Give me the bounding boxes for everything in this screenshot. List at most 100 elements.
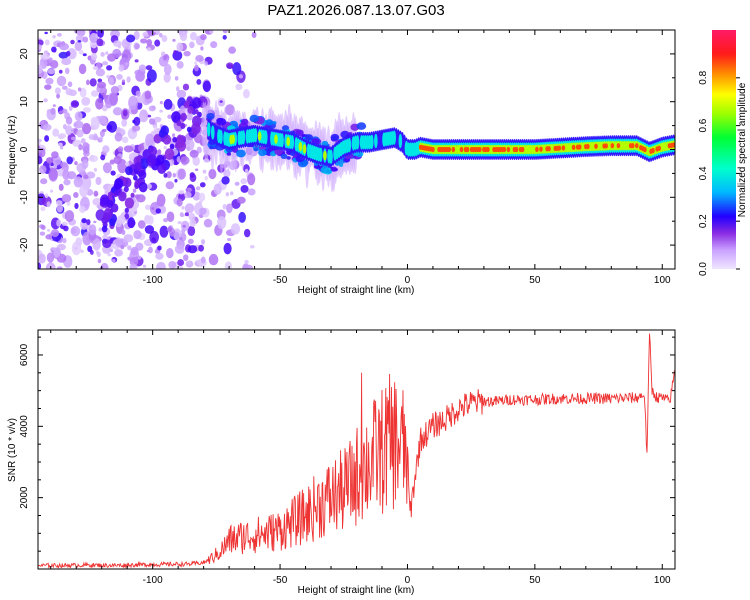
spectrogram-noise-blob bbox=[200, 256, 206, 264]
spectrogram-noise-blob bbox=[244, 168, 249, 174]
spectrogram-noise-blob bbox=[124, 213, 130, 220]
spectrogram-noise-blob bbox=[244, 259, 249, 265]
spectrogram-noise-blob bbox=[101, 128, 107, 133]
spectrogram-noise-blob bbox=[184, 203, 195, 214]
colorbar-ticks: 0.0 0.2 0.4 0.6 0.8 bbox=[698, 70, 740, 276]
spectrogram-noise-blob bbox=[183, 254, 189, 262]
spectrogram-noise-blob bbox=[73, 176, 83, 188]
spectrogram-ridge-core bbox=[290, 135, 295, 150]
spectrogram-noise-blob bbox=[118, 64, 125, 72]
spectrogram-noise-blob bbox=[96, 251, 101, 258]
spectrogram-noise-blob bbox=[66, 48, 77, 60]
spectrogram-ridge-core bbox=[610, 143, 615, 149]
spectrogram-noise-blob bbox=[73, 120, 84, 129]
spectrogram-noise-blob bbox=[133, 211, 137, 214]
spectrogram-noise-blob bbox=[173, 50, 177, 54]
spectrogram-noise-blob bbox=[146, 47, 152, 52]
spectrogram-noise-blob bbox=[88, 155, 99, 163]
spectrogram-noise-blob bbox=[124, 207, 129, 214]
spectrogram-ridge-core bbox=[539, 146, 543, 152]
spectrogram-noise-blob bbox=[81, 159, 89, 169]
spectrogram-noise-blob bbox=[243, 228, 251, 238]
spectrogram-noise-blob bbox=[102, 234, 108, 240]
spectrogram-noise-blob bbox=[158, 129, 166, 138]
spectrogram-ridge-core bbox=[451, 146, 456, 153]
spectrogram-noise-blob bbox=[63, 225, 69, 232]
spectrogram-noise-blob bbox=[163, 173, 168, 178]
spectrogram-noise-blob bbox=[204, 176, 208, 181]
spectrogram-noise-blob bbox=[224, 104, 235, 116]
spectrogram-noise-blob bbox=[78, 63, 87, 75]
spectrogram-noise-blob bbox=[109, 218, 116, 227]
spectrogram-noise-blob bbox=[140, 38, 148, 44]
spectrogram-noise-blob bbox=[48, 57, 53, 64]
spectrogram-noise-blob bbox=[70, 100, 80, 108]
spectrogram-x-label: Height of straight line (km) bbox=[298, 285, 415, 296]
spectrogram-noise-blob bbox=[159, 100, 163, 105]
spectrogram-noise-blob bbox=[151, 105, 156, 109]
spectrogram-noise-blob bbox=[65, 88, 73, 96]
spectrogram-noise-blob bbox=[70, 228, 77, 234]
spectrogram-x-tick-label: 50 bbox=[529, 275, 541, 286]
spectrogram-ridge-blob bbox=[236, 149, 246, 158]
spectrogram-noise-blob bbox=[130, 246, 139, 256]
spectrogram-ridge-blob bbox=[258, 149, 267, 157]
spectrogram-noise-blob bbox=[156, 193, 166, 207]
spectrogram-noise-blob bbox=[110, 86, 120, 95]
spectrogram-noise-blob bbox=[189, 41, 195, 49]
spectrogram-noise-blob bbox=[177, 259, 185, 266]
spectrogram-noise-blob bbox=[62, 169, 70, 180]
spectrogram-noise-blob bbox=[163, 217, 169, 223]
spectrogram-noise-blob bbox=[224, 261, 232, 269]
spectrogram-noise-blob bbox=[137, 220, 146, 229]
spectrogram-noise-blob bbox=[38, 253, 46, 264]
spectrogram-noise-blob bbox=[166, 211, 175, 223]
spectrogram-noise-blob bbox=[95, 68, 106, 77]
spectrogram-y-label: Frequency (Hz) bbox=[7, 116, 18, 185]
spectrogram-noise-blob bbox=[58, 69, 63, 74]
spectrogram-noise-blob bbox=[47, 229, 51, 232]
spectrogram-noise-blob bbox=[240, 185, 249, 193]
spectrogram-noise-blob bbox=[66, 156, 73, 165]
spectrogram-y-tick-label: 20 bbox=[19, 48, 30, 60]
spectrogram-noise-blob bbox=[194, 61, 198, 65]
spectrogram-ridge-core bbox=[561, 145, 566, 151]
colorbar: 0.0 0.2 0.4 0.6 0.8 Normalized spectral ampl… bbox=[698, 30, 748, 276]
spectrogram-noise-blob bbox=[146, 155, 157, 167]
snr-y-tick-label: 4000 bbox=[19, 415, 30, 438]
spectrogram-noise-blob bbox=[240, 178, 248, 185]
spectrogram-noise-blob bbox=[219, 100, 223, 103]
spectrogram-noise-blob bbox=[190, 122, 201, 135]
spectrogram-noise-blob bbox=[97, 78, 103, 83]
spectrogram-noise-blob bbox=[159, 225, 169, 238]
spectrogram-noise-blob bbox=[122, 177, 127, 183]
spectrogram-noise-blob bbox=[82, 53, 87, 57]
spectrogram-noise-blob bbox=[51, 247, 56, 251]
spectrogram-ridge-blob bbox=[356, 122, 367, 130]
spectrogram-ridge-blob bbox=[330, 166, 338, 172]
spectrogram-noise-blob bbox=[176, 120, 182, 127]
spectrogram-noise-blob bbox=[153, 116, 162, 123]
spectrogram-noise-blob bbox=[188, 212, 196, 221]
spectrogram-ridge-core bbox=[219, 129, 223, 145]
spectrogram-ridge-blob bbox=[280, 153, 288, 160]
spectrogram-noise-blob bbox=[97, 30, 104, 38]
spectrogram-noise-blob bbox=[125, 62, 129, 66]
spectrogram-noise-blob bbox=[50, 107, 56, 115]
spectrogram-noise-blob bbox=[51, 151, 59, 159]
spectrogram-noise-blob bbox=[92, 237, 101, 251]
spectrogram-noise-blob bbox=[98, 136, 104, 140]
spectrogram-ridge-blob bbox=[286, 156, 291, 160]
spectrogram-noise-blob bbox=[191, 97, 202, 109]
spectrogram-noise-blob bbox=[56, 219, 62, 227]
spectrogram-ridge-core bbox=[514, 146, 519, 153]
spectrogram-noise-blob bbox=[38, 147, 46, 158]
spectrogram-noise-blob bbox=[76, 129, 84, 138]
spectrogram-ridge-core bbox=[355, 135, 360, 150]
spectrogram-noise-blob bbox=[202, 80, 212, 93]
snr-y-tick-label: 2000 bbox=[19, 486, 30, 509]
snr-panel: -100 -50 0 50 100 2000 4000 6000 Height of stra… bbox=[7, 329, 676, 596]
spectrogram-ridge-blob bbox=[330, 133, 340, 141]
spectrogram-noise-blob bbox=[103, 120, 108, 127]
